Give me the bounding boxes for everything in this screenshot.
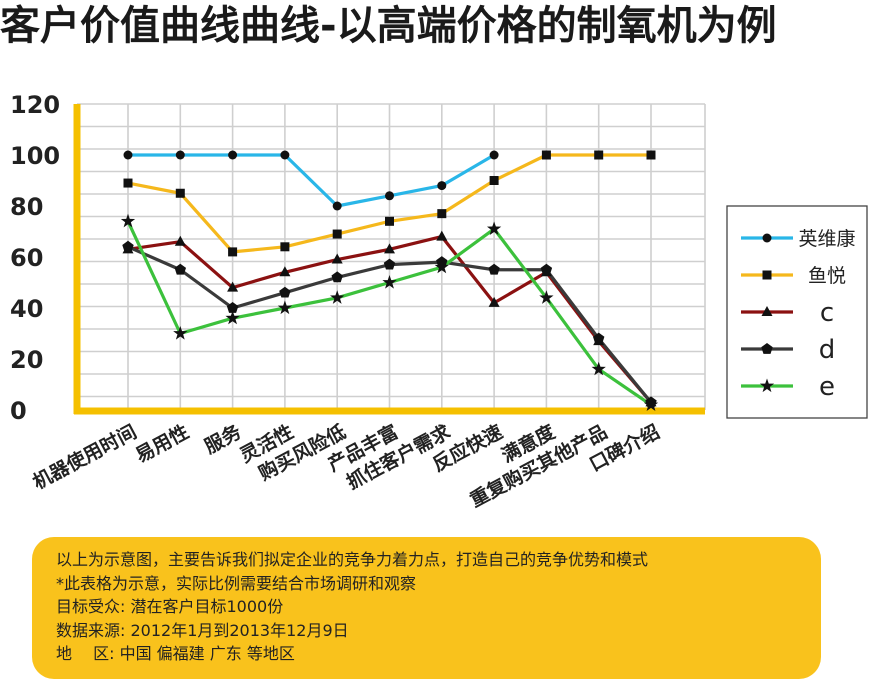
data-point-2 bbox=[332, 229, 342, 239]
note-line-3: 目标受众: 潜在客户目标1000份 bbox=[56, 597, 284, 616]
data-point-1 bbox=[123, 150, 133, 160]
data-point-2 bbox=[541, 150, 551, 160]
data-point-4 bbox=[488, 263, 500, 275]
data-point-2 bbox=[280, 242, 290, 252]
legend-entry: 鱼悦 bbox=[808, 265, 846, 287]
notes-box: 以上为示意图，主要告诉我们拟定企业的竞争力着力点，打造自己的竞争优势和模式 *此… bbox=[32, 537, 821, 679]
legend-marker bbox=[761, 306, 773, 316]
y-tick-label: 20 bbox=[10, 346, 43, 374]
data-point-2 bbox=[646, 150, 656, 160]
y-tick-label: 60 bbox=[10, 244, 43, 272]
y-tick-label: 120 bbox=[10, 91, 60, 119]
legend-entry: 英维康 bbox=[798, 228, 855, 250]
data-point-4 bbox=[592, 332, 605, 344]
data-point-5 bbox=[643, 397, 659, 411]
legend-entry: d bbox=[819, 335, 836, 365]
legend-marker bbox=[762, 233, 772, 243]
y-tick-labels: 0 20 40 60 80 100 120 bbox=[10, 91, 60, 425]
legend-marker bbox=[762, 270, 772, 280]
data-point-3 bbox=[227, 281, 239, 292]
series-line-1 bbox=[128, 153, 495, 208]
y-tick-label: 100 bbox=[10, 142, 60, 170]
data-point-1 bbox=[280, 150, 290, 160]
y-tick-label: 40 bbox=[10, 295, 43, 323]
data-point-4 bbox=[279, 286, 291, 298]
data-point-3 bbox=[488, 296, 500, 307]
note-line-1: 以上为示意图，主要告诉我们拟定企业的竞争力着力点，打造自己的竞争优势和模式 bbox=[56, 550, 649, 569]
y-tick-label: 0 bbox=[10, 397, 27, 425]
data-point-5 bbox=[434, 259, 449, 274]
x-tick-label: 易用性 bbox=[132, 420, 193, 467]
note-line-2: *此表格为示意，实际比例需要结合市场调研和观察 bbox=[56, 573, 417, 593]
legend-entry: c bbox=[820, 298, 834, 328]
data-point-2 bbox=[175, 188, 185, 198]
data-point-4 bbox=[174, 263, 187, 275]
data-point-3 bbox=[384, 243, 395, 254]
data-point-3 bbox=[331, 253, 343, 264]
data-point-5 bbox=[225, 310, 240, 325]
axes bbox=[73, 104, 705, 415]
note-line-5: 地 区: 中国 偏福建 广东 等地区 bbox=[56, 644, 295, 663]
page-title: 客户价值曲线曲线-以高端价格的制氧机为例 bbox=[0, 3, 777, 49]
data-point-2 bbox=[123, 178, 133, 188]
data-point-5 bbox=[173, 326, 188, 340]
data-point-1 bbox=[332, 201, 342, 211]
data-point-5 bbox=[120, 213, 136, 228]
data-point-2 bbox=[594, 150, 604, 160]
data-point-4 bbox=[331, 271, 343, 283]
data-point-5 bbox=[591, 361, 606, 376]
data-point-2 bbox=[489, 176, 499, 185]
data-point-1 bbox=[228, 150, 238, 160]
data-point-5 bbox=[486, 221, 502, 236]
x-tick-label: 机器使用时间 bbox=[29, 421, 140, 494]
data-point-4 bbox=[383, 258, 396, 270]
data-point-3 bbox=[174, 235, 186, 246]
data-point-2 bbox=[385, 216, 394, 226]
y-tick-label: 80 bbox=[10, 193, 43, 221]
note-line-4: 数据来源: 2012年1月到2013年12月9日 bbox=[56, 620, 349, 640]
data-point-5 bbox=[539, 290, 554, 304]
data-point-1 bbox=[489, 150, 499, 160]
data-point-4 bbox=[540, 263, 553, 275]
data-point-5 bbox=[382, 275, 397, 289]
data-point-1 bbox=[175, 150, 185, 160]
data-point-4 bbox=[226, 302, 239, 313]
data-point-2 bbox=[437, 209, 447, 219]
data-point-5 bbox=[277, 300, 293, 315]
series-markers bbox=[120, 150, 659, 411]
legend-marker bbox=[761, 343, 773, 354]
legend-entry: e bbox=[819, 372, 835, 402]
data-point-3 bbox=[436, 230, 448, 241]
data-point-1 bbox=[385, 191, 394, 201]
grid bbox=[77, 103, 706, 410]
data-point-4 bbox=[122, 240, 134, 252]
data-point-5 bbox=[330, 290, 345, 304]
data-point-3 bbox=[279, 266, 291, 277]
data-point-2 bbox=[228, 247, 238, 257]
data-point-1 bbox=[437, 181, 447, 191]
legend-marker bbox=[759, 378, 775, 393]
